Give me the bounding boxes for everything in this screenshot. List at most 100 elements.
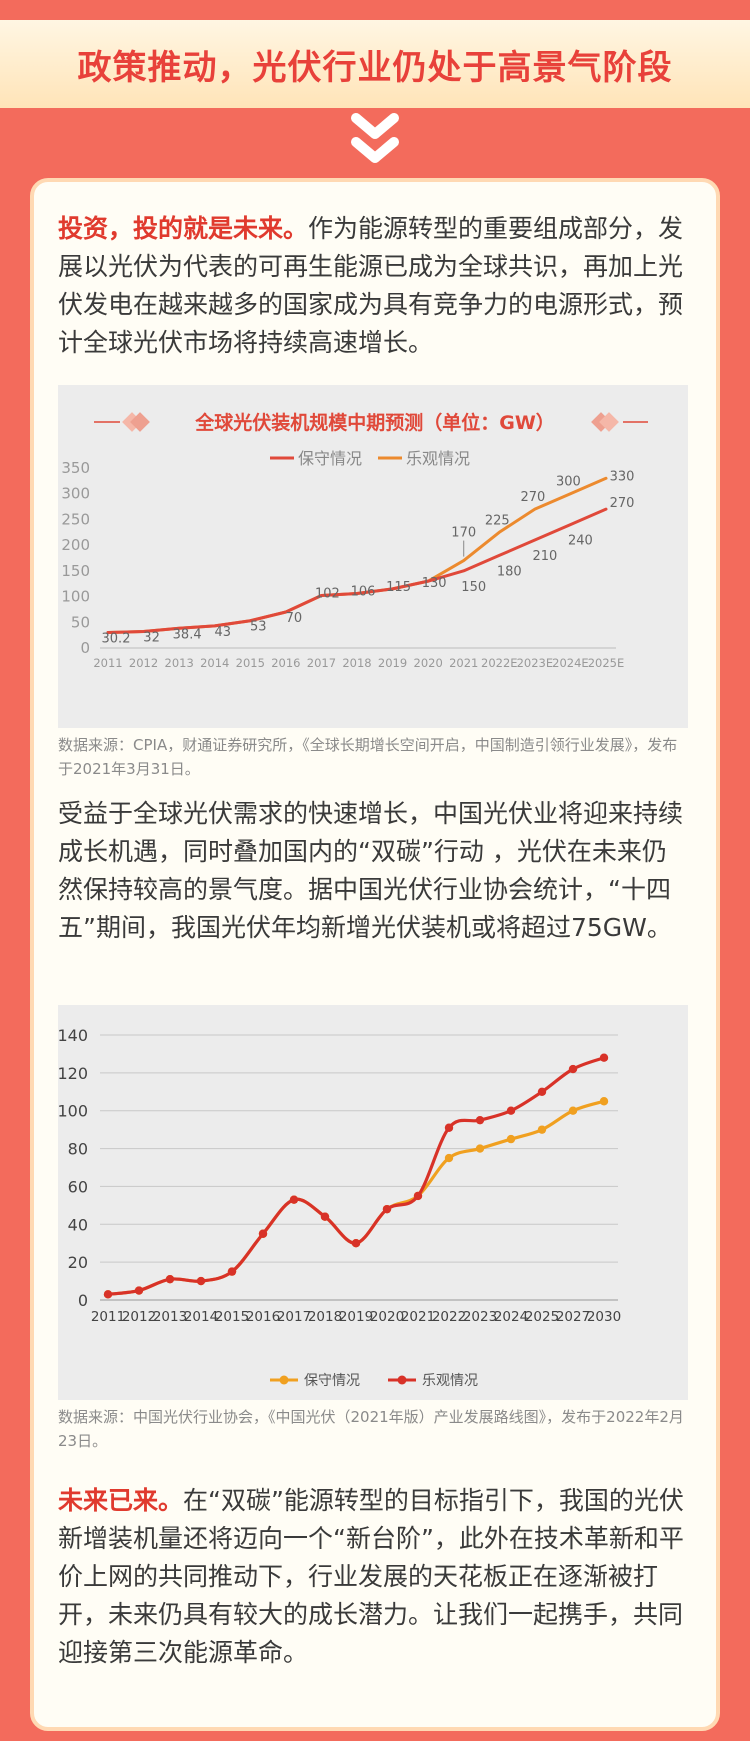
y-tick-label: 50	[71, 613, 90, 631]
x-tick-label: 2020	[370, 1309, 404, 1325]
y-tick-label: 20	[68, 1253, 88, 1272]
series-line-conservative	[107, 1099, 605, 1296]
x-tick-label: 2024E	[552, 656, 589, 670]
data-label: 270	[520, 490, 545, 505]
intro-text: 作为能源转型的重要组成部分，发展以光伏为代表的可再生能源已成为全球共识，再加上光…	[58, 214, 684, 357]
data-point-optimistic	[165, 1274, 175, 1284]
legend-marker-optimistic-2	[397, 1375, 407, 1385]
data-point-optimistic	[289, 1195, 299, 1204]
data-point-optimistic	[134, 1286, 144, 1295]
data-point-optimistic	[382, 1204, 392, 1214]
y-tick-label: 40	[68, 1215, 88, 1234]
x-tick-label: 2014	[184, 1309, 218, 1325]
chart-china-pv-forecast: 0 20 40 60 80 100 120 140 2011 2012 2013 2014 2015 20…	[57, 1005, 688, 1400]
chart-1-title: 全球光伏装机规模中期预测（单位：GW）	[194, 411, 555, 434]
data-label: 38.4	[173, 627, 202, 642]
data-point-optimistic	[599, 1053, 609, 1062]
legend-label-optimistic: 乐观情况	[406, 449, 470, 468]
x-tick-label: 2013	[153, 1309, 187, 1325]
data-label: 180	[497, 564, 522, 579]
data-label: 106	[351, 584, 376, 599]
x-tick-label: 2016	[271, 656, 300, 670]
data-point-optimistic	[506, 1106, 516, 1115]
x-tick-label: 2012	[129, 656, 158, 670]
header-banner: 政策推动，光伏行业仍处于高景气阶段	[0, 20, 750, 108]
x-tick-label: 2020	[414, 656, 443, 670]
x-tick-label: 2019	[339, 1309, 373, 1325]
x-tick-label: 2024	[494, 1309, 528, 1325]
x-tick-label: 2017	[307, 656, 336, 670]
x-tick-label: 2023E	[517, 656, 554, 670]
data-label: 30.2	[102, 631, 131, 646]
y-tick-label: 0	[80, 639, 90, 657]
data-label: 270	[610, 496, 635, 511]
series-line-conservative	[106, 507, 608, 634]
data-label: 102	[315, 587, 340, 602]
x-tick-label: 2021	[401, 1309, 435, 1325]
data-point-optimistic	[196, 1276, 206, 1286]
intro-paragraph: 投资，投的就是未来。作为能源转型的重要组成部分，发展以光伏为代表的可再生能源已成…	[58, 210, 690, 362]
legend-label-optimistic-2: 乐观情况	[422, 1373, 478, 1389]
data-point-conservative	[568, 1106, 578, 1115]
middle-paragraph: 受益于全球光伏需求的快速增长，中国光伏业将迎来持续成长机遇，同时叠加国内的“双碳…	[58, 799, 684, 942]
x-tick-label: 2022	[432, 1309, 466, 1325]
y-tick-label: 60	[68, 1177, 88, 1196]
data-label: 330	[610, 469, 635, 484]
intro-highlight: 投资，投的就是未来。	[58, 214, 309, 243]
x-tick-label: 2018	[308, 1309, 342, 1325]
data-label: 225	[485, 513, 510, 528]
data-label: 32	[143, 631, 160, 646]
y-tick-label: 250	[61, 510, 90, 528]
data-label: 170	[451, 526, 476, 541]
closing-highlight: 未来已来。	[58, 1486, 184, 1515]
data-point-optimistic	[475, 1115, 485, 1125]
y-tick-label: 300	[61, 485, 90, 503]
x-tick-label: 2023	[463, 1309, 497, 1325]
series-line-optimistic	[107, 1056, 605, 1296]
y-tick-label: 140	[58, 1026, 88, 1045]
x-tick-label: 2021	[449, 656, 478, 670]
data-label: 130	[422, 576, 447, 591]
x-tick-label: 2013	[165, 656, 194, 670]
y-tick-label: 0	[78, 1291, 88, 1310]
x-tick-label: 2015	[215, 1309, 249, 1325]
source-note-1: 数据来源：CPIA，财通证券研究所，《全球长期增长空间开启，中国制造引领行业发展…	[58, 736, 678, 778]
y-tick-label: 150	[61, 562, 90, 580]
x-tick-label: 2025E	[588, 656, 625, 670]
y-tick-label: 200	[61, 536, 90, 554]
y-tick-label: 120	[58, 1064, 88, 1083]
legend-label-conservative-2: 保守情况	[304, 1373, 360, 1389]
y-tick-label: 80	[68, 1140, 88, 1159]
x-tick-label: 2018	[342, 656, 371, 670]
x-tick-label: 2030	[587, 1309, 621, 1325]
data-label: 53	[250, 620, 267, 635]
data-point-optimistic	[351, 1239, 361, 1248]
data-label: 70	[286, 611, 303, 626]
x-tick-label: 2014	[200, 656, 229, 670]
closing-paragraph: 未来已来。在“双碳”能源转型的目标指引下，我国的光伏新增装机量还将迈向一个“新台…	[58, 1482, 690, 1672]
x-tick-label: 2019	[378, 656, 407, 670]
x-tick-label: 2012	[122, 1309, 156, 1325]
data-label: 240	[568, 534, 593, 549]
data-label: 43	[214, 625, 231, 640]
data-point-conservative	[475, 1144, 485, 1153]
data-point-optimistic	[568, 1064, 578, 1074]
data-point-conservative	[537, 1125, 547, 1134]
chart-2-svg: 0204060801001201402011201220132014201520…	[57, 1026, 621, 1389]
x-tick-label: 2015	[236, 656, 265, 670]
page-title: 政策推动，光伏行业仍处于高景气阶段	[77, 47, 673, 88]
data-point-conservative	[599, 1097, 609, 1106]
closing-text: 在“双碳”能源转型的目标指引下，我国的光伏新增装机量还将迈向一个“新台阶”，此外…	[58, 1486, 684, 1667]
x-tick-label: 2016	[246, 1309, 280, 1325]
data-label: 210	[532, 549, 557, 564]
data-point-optimistic	[103, 1290, 113, 1299]
x-tick-label: 2027	[556, 1309, 590, 1325]
data-label: 300	[556, 475, 581, 490]
y-tick-label: 100	[61, 588, 90, 606]
data-point-optimistic	[413, 1191, 423, 1201]
y-tick-label: 100	[58, 1102, 88, 1121]
data-label: 150	[461, 580, 486, 595]
data-point-optimistic	[444, 1123, 454, 1132]
legend-label-conservative: 保守情况	[298, 449, 362, 468]
data-point-optimistic	[537, 1087, 547, 1096]
